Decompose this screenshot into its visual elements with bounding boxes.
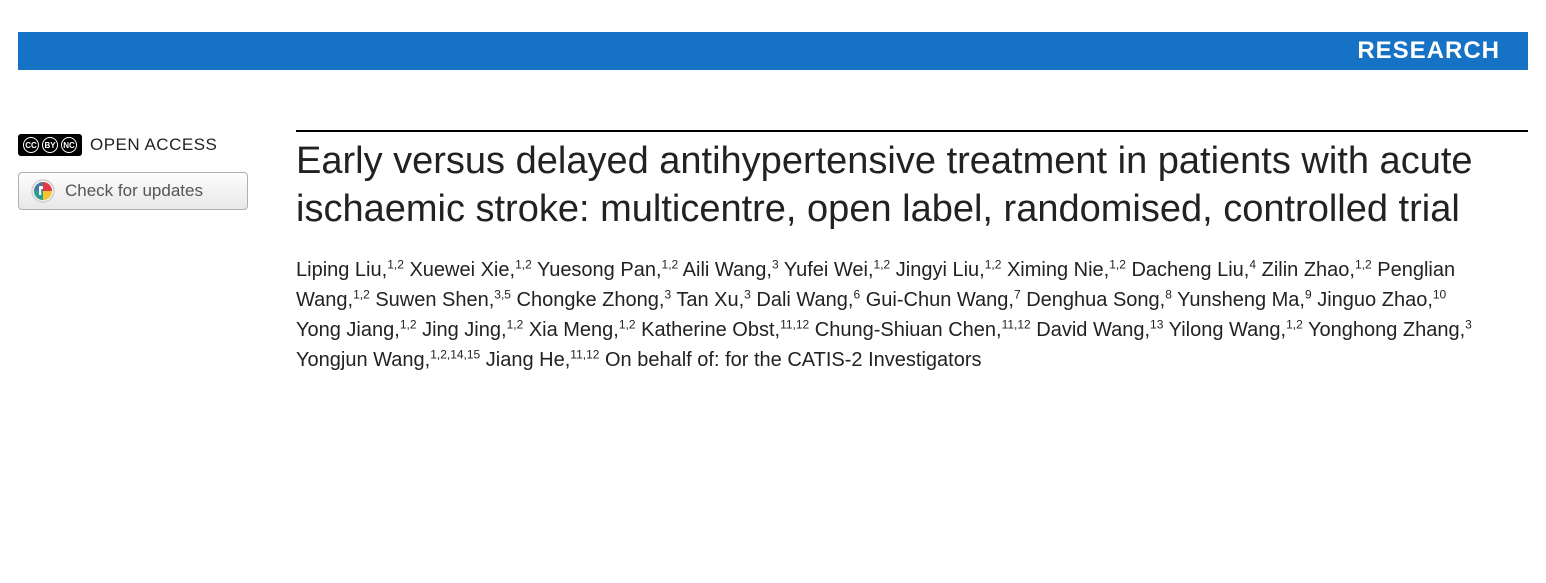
on-behalf-text: On behalf of: for the CATIS-2 Investigat… [605, 349, 981, 371]
author: Yufei Wei,1,2 [784, 259, 890, 281]
author: Jiang He,11,12 [486, 349, 600, 371]
crossmark-icon [31, 179, 55, 203]
author: Yunsheng Ma,9 [1177, 289, 1312, 311]
author: Ximing Nie,1,2 [1007, 259, 1126, 281]
nc-icon: NC [61, 137, 77, 153]
by-icon: BY [42, 137, 58, 153]
author-affil: 1,2,14,15 [430, 347, 480, 361]
author-affil: 6 [853, 287, 860, 301]
author-affil: 1,2 [387, 257, 404, 271]
author-affil: 3 [772, 257, 779, 271]
author-affil: 1,2 [1109, 257, 1126, 271]
author: Yonghong Zhang,3 [1308, 319, 1472, 341]
open-access-label: OPEN ACCESS [90, 135, 217, 155]
author-affil: 3 [664, 287, 671, 301]
content-row: CC BY NC OPEN ACCESS Check for updates [0, 70, 1546, 375]
check-for-updates-label: Check for updates [65, 181, 203, 201]
author-affil: 3 [1465, 317, 1472, 331]
cc-icon: CC [23, 137, 39, 153]
author-affil: 1,2 [662, 257, 679, 271]
author: Yilong Wang,1,2 [1169, 319, 1303, 341]
author-affil: 1,2 [515, 257, 532, 271]
author-affil: 1,2 [874, 257, 891, 271]
author-affil: 13 [1150, 317, 1163, 331]
author: Aili Wang,3 [683, 259, 779, 281]
author: Liping Liu,1,2 [296, 259, 404, 281]
author: Suwen Shen,3,5 [375, 289, 511, 311]
author-affil: 1,2 [1286, 317, 1303, 331]
author-affil: 9 [1305, 287, 1312, 301]
author: Dacheng Liu,4 [1131, 259, 1256, 281]
author: Jinguo Zhao,10 [1317, 289, 1446, 311]
author-list: Liping Liu,1,2 Xuewei Xie,1,2 Yuesong Pa… [296, 255, 1488, 375]
cc-license-icon: CC BY NC [18, 134, 82, 156]
author: Dali Wang,6 [756, 289, 860, 311]
author-affil: 7 [1014, 287, 1021, 301]
author-affil: 8 [1165, 287, 1172, 301]
section-banner: RESEARCH [18, 32, 1528, 70]
author: Xia Meng,1,2 [529, 319, 636, 341]
author: Yuesong Pan,1,2 [537, 259, 678, 281]
author-affil: 3,5 [494, 287, 511, 301]
author: Yong Jiang,1,2 [296, 319, 417, 341]
author-affil: 1,2 [353, 287, 370, 301]
author: Jing Jing,1,2 [422, 319, 523, 341]
banner-label: RESEARCH [1357, 37, 1500, 65]
author: Denghua Song,8 [1026, 289, 1172, 311]
article-main: Early versus delayed antihypertensive tr… [296, 130, 1528, 375]
sidebar: CC BY NC OPEN ACCESS Check for updates [18, 130, 272, 375]
author: Xuewei Xie,1,2 [409, 259, 531, 281]
author-affil: 3 [744, 287, 751, 301]
author: Jingyi Liu,1,2 [896, 259, 1002, 281]
author-affil: 1,2 [985, 257, 1002, 271]
author: Zilin Zhao,1,2 [1262, 259, 1372, 281]
author-affil: 1,2 [619, 317, 636, 331]
author-affil: 4 [1249, 257, 1256, 271]
author-affil: 1,2 [1355, 257, 1372, 271]
author: Tan Xu,3 [676, 289, 751, 311]
author-affil: 10 [1433, 287, 1446, 301]
author-affil: 11,12 [1002, 317, 1031, 331]
author: Gui-Chun Wang,7 [866, 289, 1021, 311]
author: Yongjun Wang,1,2,14,15 [296, 349, 480, 371]
author: Chongke Zhong,3 [517, 289, 672, 311]
author: Katherine Obst,11,12 [641, 319, 809, 341]
author-affil: 11,12 [570, 347, 599, 361]
author-affil: 1,2 [507, 317, 524, 331]
author-affil: 11,12 [780, 317, 809, 331]
article-title: Early versus delayed antihypertensive tr… [296, 138, 1488, 233]
author-affil: 1,2 [400, 317, 417, 331]
open-access-badge: CC BY NC OPEN ACCESS [18, 134, 272, 156]
author: Chung-Shiuan Chen,11,12 [815, 319, 1031, 341]
author: David Wang,13 [1036, 319, 1163, 341]
check-for-updates-button[interactable]: Check for updates [18, 172, 248, 210]
